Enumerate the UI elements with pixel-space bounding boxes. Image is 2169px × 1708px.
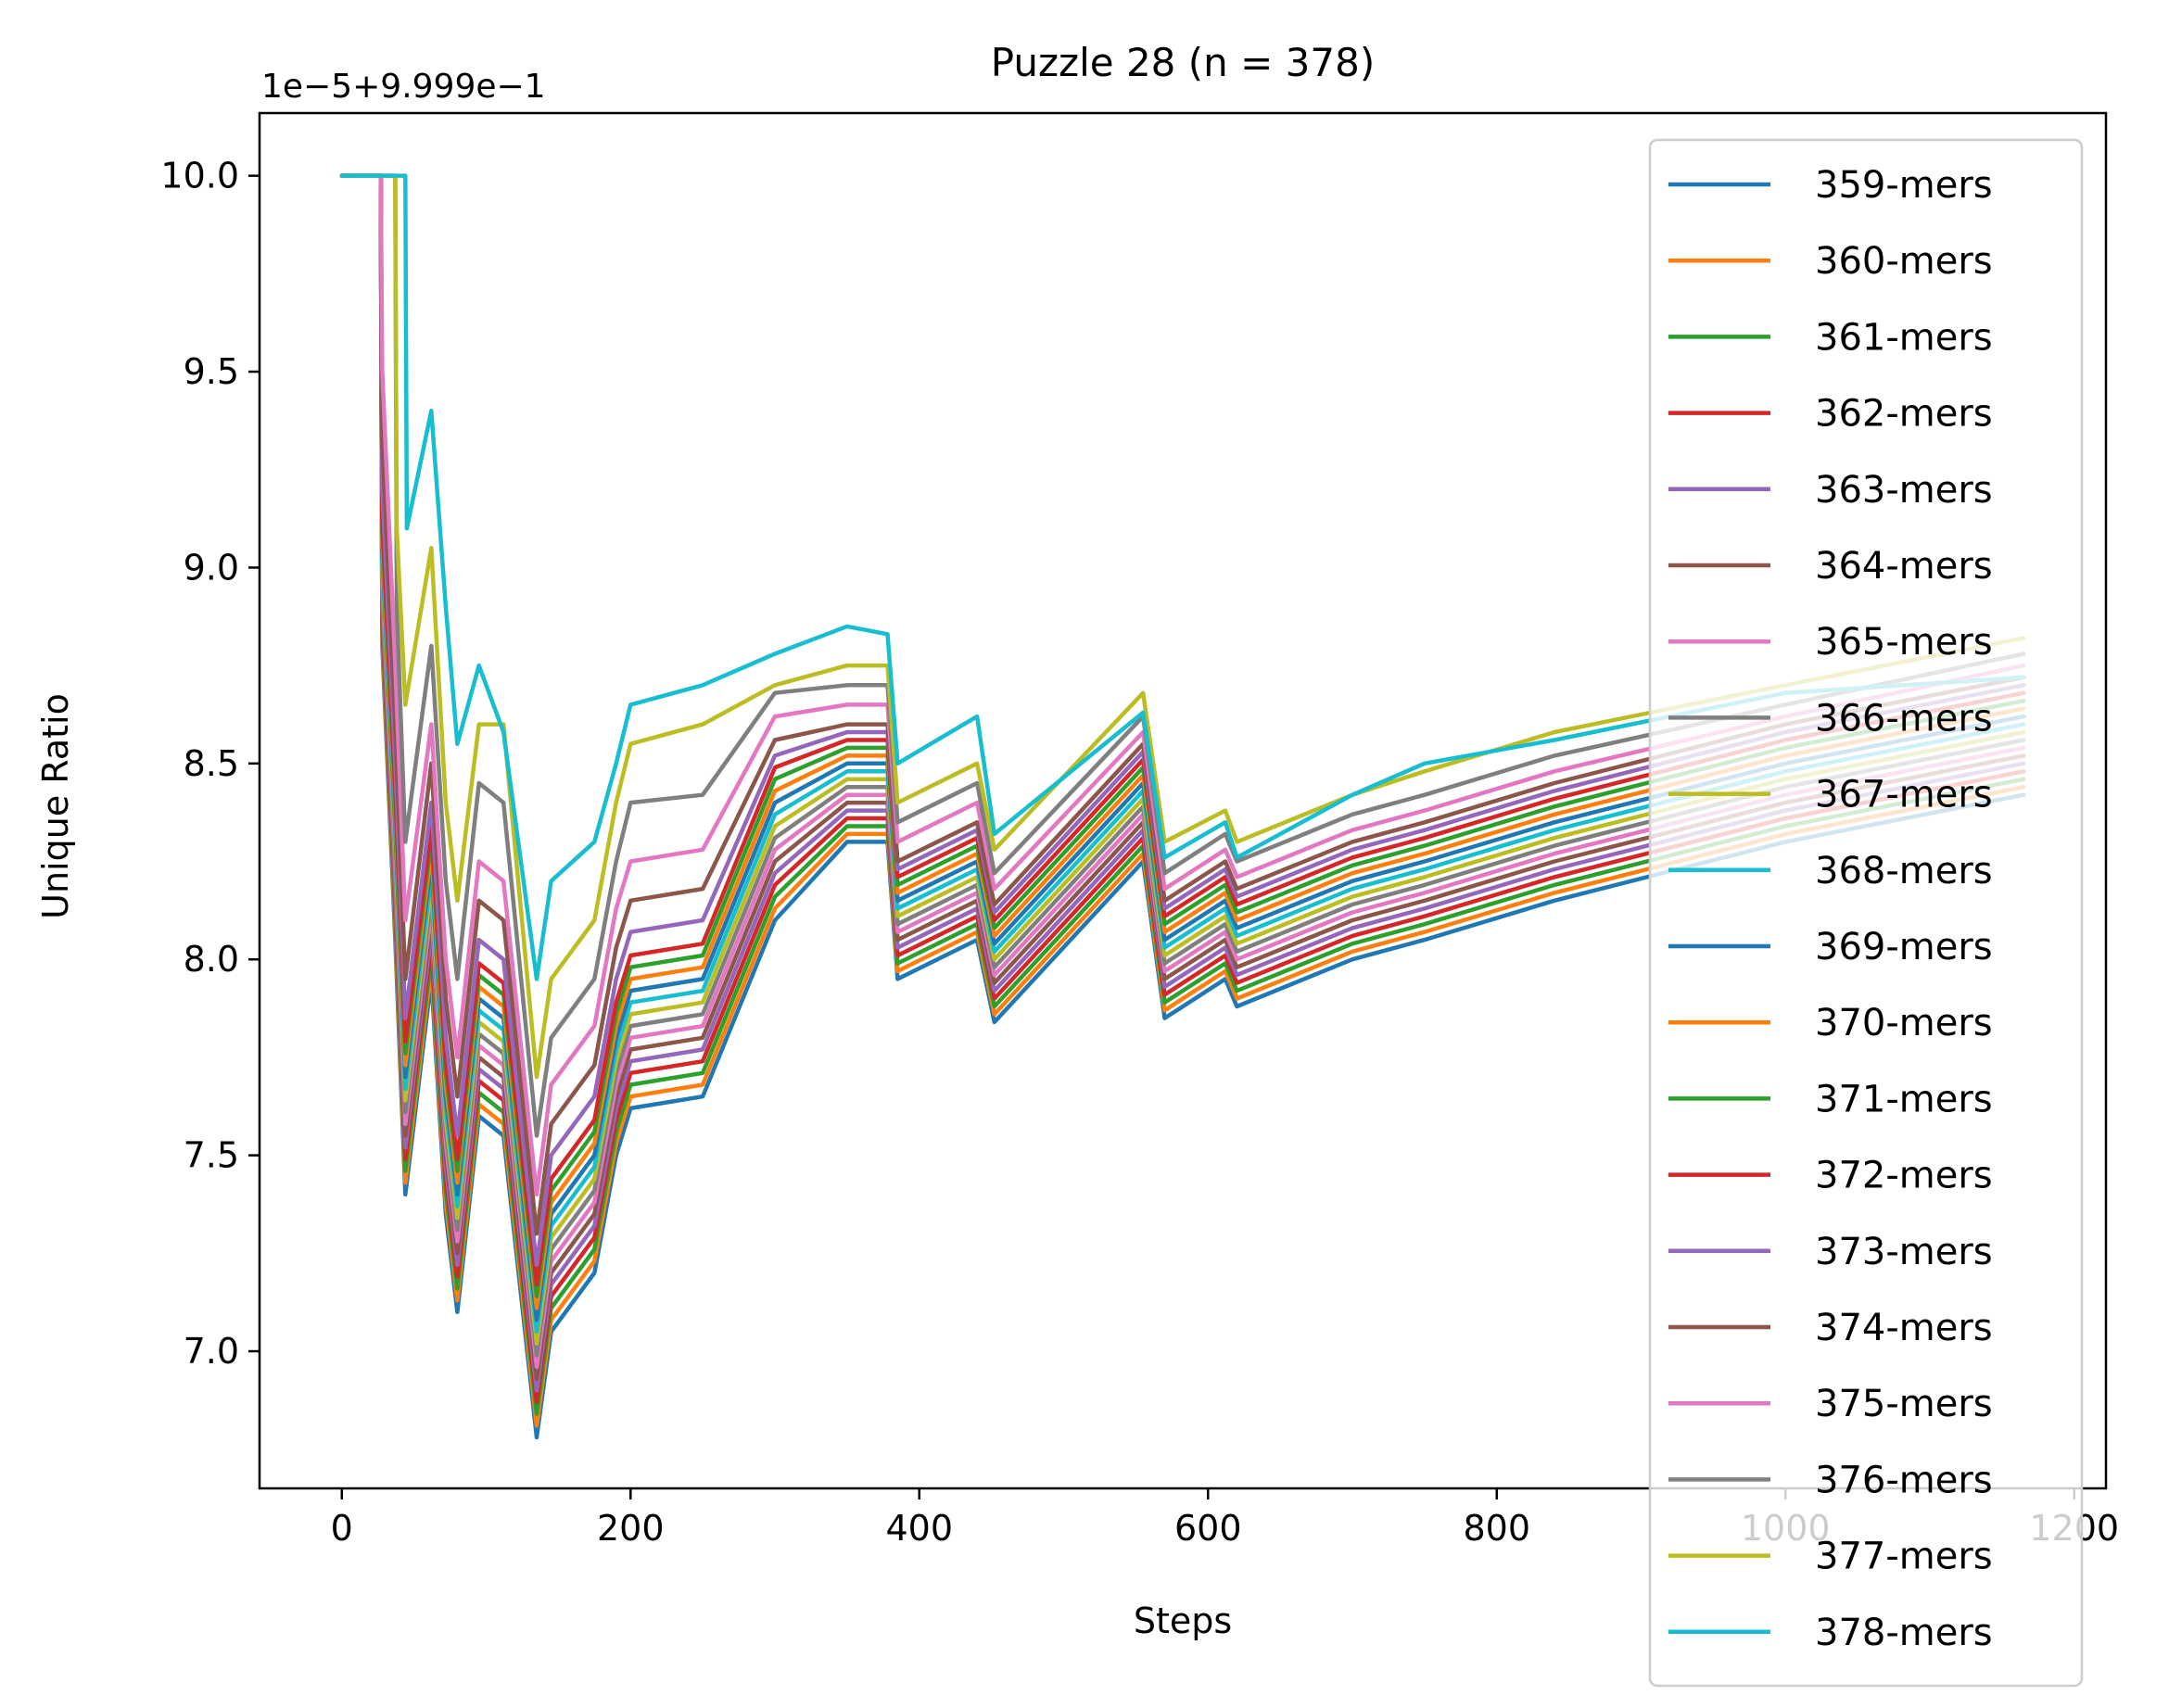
legend-entry: 366-mers <box>1668 697 1993 740</box>
legend-entry: 361-mers <box>1668 316 1993 359</box>
legend-entry: 371-mers <box>1668 1078 1993 1120</box>
legend-box <box>1648 138 2084 1688</box>
legend-entry: 359-mers <box>1668 164 1993 207</box>
legend-entry: 378-mers <box>1668 1612 1993 1654</box>
legend-label: 376-mers <box>1815 1459 1993 1501</box>
legend-label: 367-mers <box>1815 774 1993 816</box>
x-tick-label: 600 <box>1174 1508 1242 1549</box>
legend-entry: 363-mers <box>1668 469 1993 512</box>
legend-label: 359-mers <box>1815 164 1993 207</box>
x-tick-label: 800 <box>1463 1508 1530 1549</box>
legend-entry: 360-mers <box>1668 240 1993 283</box>
legend-label: 365-mers <box>1815 621 1993 664</box>
legend: 359-mers 360-mers 361-mers 362-mers 363-mers… <box>1648 138 2084 1688</box>
axes-frame <box>258 111 2108 1490</box>
y-tick-label: 7.0 <box>184 1331 239 1372</box>
legend-entry: 375-mers <box>1668 1383 1993 1425</box>
y-tick-label: 8.0 <box>184 939 239 980</box>
legend-label: 371-mers <box>1815 1078 1993 1120</box>
legend-label: 363-mers <box>1815 469 1993 512</box>
y-tick-label: 9.5 <box>184 351 239 392</box>
legend-label: 362-mers <box>1815 393 1993 436</box>
legend-entry: 374-mers <box>1668 1307 1993 1349</box>
legend-entry: 362-mers <box>1668 393 1993 436</box>
legend-label: 361-mers <box>1815 316 1993 359</box>
plot-area <box>258 111 2108 1490</box>
legend-label: 377-mers <box>1815 1536 1993 1578</box>
series-lines <box>339 173 2026 1440</box>
legend-entry: 365-mers <box>1668 621 1993 664</box>
x-tick-label: 400 <box>885 1508 953 1549</box>
legend-label: 378-mers <box>1815 1612 1993 1654</box>
legend-entry: 367-mers <box>1668 774 1993 816</box>
legend-label: 372-mers <box>1815 1155 1993 1197</box>
legend-label: 369-mers <box>1815 926 1993 968</box>
x-tick-label: 200 <box>597 1508 665 1549</box>
series-line-375-mers <box>339 173 2026 1197</box>
x-tick-label: 0 <box>331 1508 353 1549</box>
chart-title: Puzzle 28 (n = 378) <box>991 40 1375 85</box>
legend-label: 360-mers <box>1815 240 1993 283</box>
x-axis-label: Steps <box>1134 1600 1232 1641</box>
legend-entry: 364-mers <box>1668 545 1993 588</box>
series-line-378-mers <box>339 173 2026 981</box>
y-offset-text: 1e−5+9.999e−1 <box>261 68 546 106</box>
legend-label: 366-mers <box>1815 697 1993 740</box>
y-tick-label: 8.5 <box>184 743 239 784</box>
legend-label: 370-mers <box>1815 1002 1993 1044</box>
legend-label: 368-mers <box>1815 850 1993 892</box>
legend-entry: 376-mers <box>1668 1459 1993 1501</box>
y-tick-label: 7.5 <box>184 1135 239 1176</box>
y-axis: 7.0 7.5 8.0 8.5 9.0 9.5 10.0 <box>160 156 260 1372</box>
y-tick-label: 10.0 <box>160 156 239 196</box>
legend-label: 364-mers <box>1815 545 1993 588</box>
legend-label: 374-mers <box>1815 1307 1993 1349</box>
series-line-373-mers <box>339 173 2026 1268</box>
series-line-377-mers <box>339 173 2026 1080</box>
series-line-374-mers <box>339 173 2026 1236</box>
legend-entry: 373-mers <box>1668 1231 1993 1273</box>
legend-entry: 377-mers <box>1668 1536 1993 1578</box>
legend-entry: 370-mers <box>1668 1002 1993 1044</box>
legend-entry: 369-mers <box>1668 926 1993 968</box>
series-line-376-mers <box>339 173 2026 1138</box>
y-axis-label: Unique Ratio <box>35 693 76 919</box>
legend-label: 373-mers <box>1815 1231 1993 1273</box>
y-tick-label: 9.0 <box>184 547 239 588</box>
legend-label: 375-mers <box>1815 1383 1993 1425</box>
legend-entry: 368-mers <box>1668 850 1993 892</box>
legend-entry: 372-mers <box>1668 1155 1993 1197</box>
